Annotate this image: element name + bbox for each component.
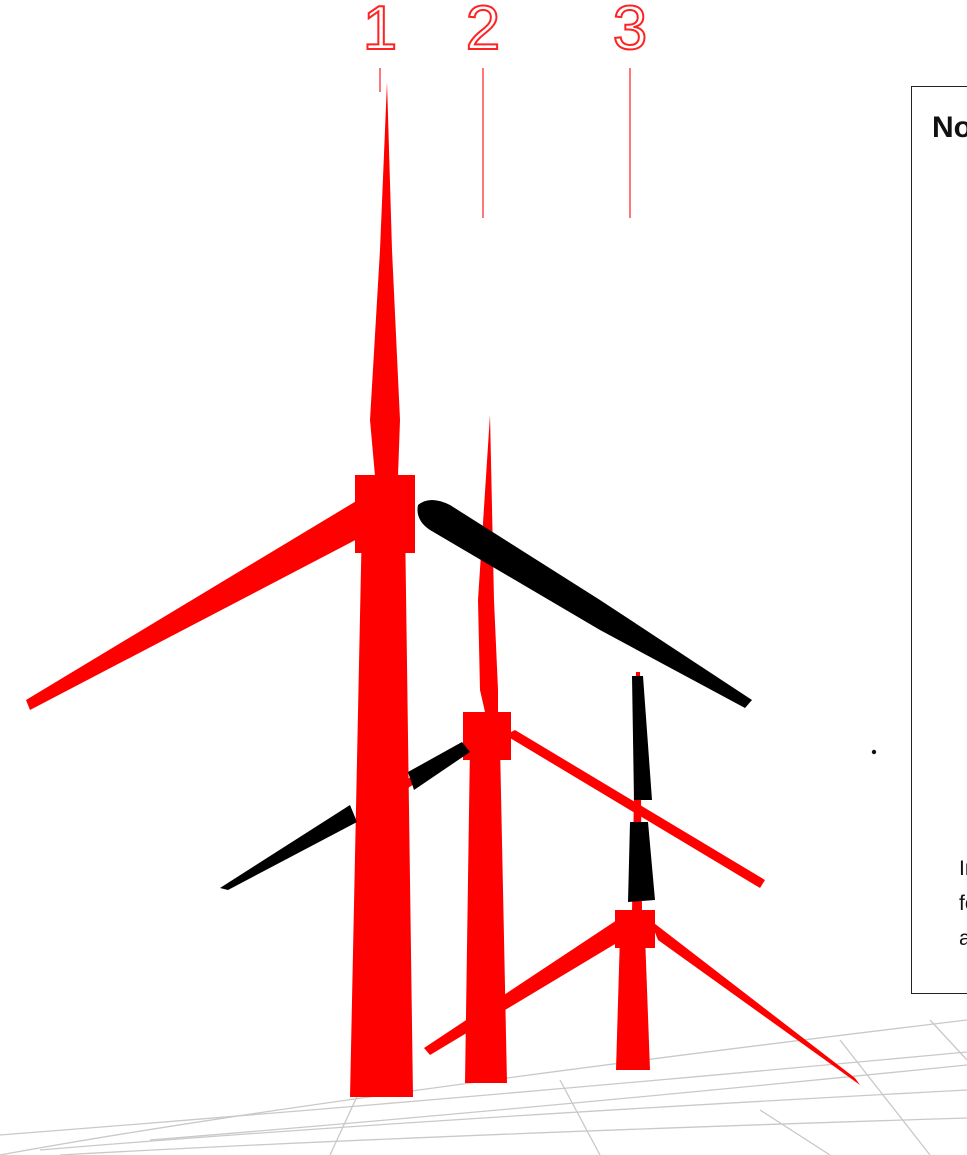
turbine-label-3: 3 xyxy=(612,0,648,63)
note-line-3: a xyxy=(959,927,967,950)
turbine-2 xyxy=(406,415,765,1083)
note-line-2: fo xyxy=(959,892,967,915)
turbine-label-2: 2 xyxy=(465,0,501,63)
turbine-1 xyxy=(26,82,415,1097)
marker-strokes xyxy=(220,500,752,902)
note-line-1: In xyxy=(959,857,967,880)
stray-dot xyxy=(871,749,877,755)
note-title: No xyxy=(932,111,967,144)
turbine-label-1: 1 xyxy=(362,0,398,63)
note-panel: No In fo a xyxy=(911,86,967,994)
label-lines xyxy=(379,68,631,218)
